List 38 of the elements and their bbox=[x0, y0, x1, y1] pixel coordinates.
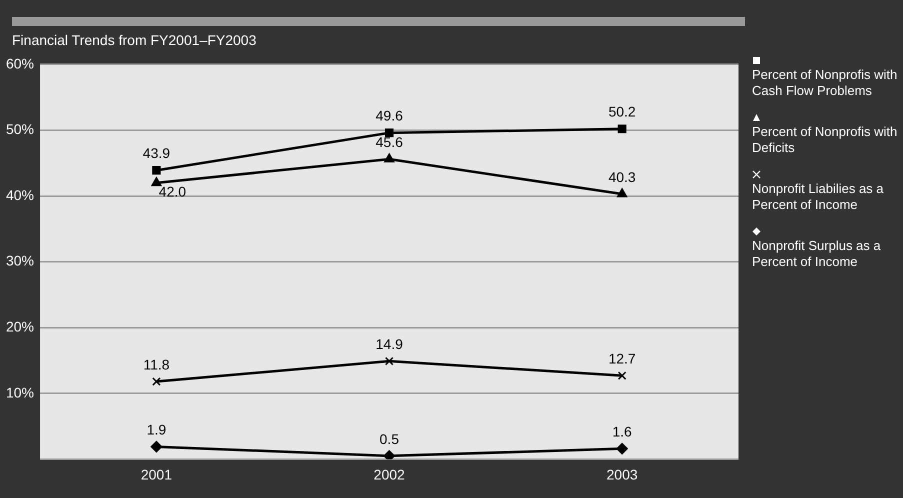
point bbox=[617, 188, 628, 198]
y-tick-label: 60% bbox=[6, 55, 34, 72]
data-label: 14.9 bbox=[376, 336, 404, 352]
point bbox=[618, 124, 626, 134]
data-label: 11.8 bbox=[143, 356, 170, 372]
point bbox=[616, 442, 628, 454]
data-label: 40.3 bbox=[608, 168, 636, 185]
x-tick-label: 2003 bbox=[606, 466, 638, 482]
data-label: 0.5 bbox=[380, 430, 400, 447]
text: Nonprofit Surplus as a Percent of Income bbox=[752, 238, 882, 270]
point bbox=[384, 450, 396, 460]
text: Nonprofit Liabilies as a Percent of Income bbox=[752, 181, 885, 213]
point bbox=[384, 153, 394, 162]
text: Percent of Nonprofis with Cash Flow Problems bbox=[752, 67, 898, 99]
data-label: 50.2 bbox=[608, 104, 636, 120]
point bbox=[152, 166, 161, 175]
data-label: 45.6 bbox=[376, 134, 404, 150]
point bbox=[152, 377, 161, 386]
data-label: 1.6 bbox=[612, 424, 632, 440]
point bbox=[384, 128, 394, 138]
data-label: 49.6 bbox=[376, 108, 404, 124]
x-tick-label: 2002 bbox=[374, 466, 406, 482]
data-label: 1.9 bbox=[146, 422, 166, 438]
data-label: 42.0 bbox=[158, 184, 186, 200]
y-tick-label: 20% bbox=[6, 318, 34, 334]
y-tick-label: 30% bbox=[6, 252, 34, 269]
chart-title: Financial Trends from FY2001–FY2003 bbox=[12, 32, 256, 48]
point bbox=[618, 371, 626, 380]
y-tick-label: 40% bbox=[6, 186, 34, 203]
point bbox=[150, 440, 162, 452]
point bbox=[151, 177, 162, 186]
text: Percent of Nonprofis with Deficits bbox=[752, 124, 898, 156]
y-tick-label: 10% bbox=[6, 384, 34, 400]
point bbox=[384, 356, 394, 366]
x-tick-label: 2001 bbox=[140, 466, 172, 482]
y-tick-label: 50% bbox=[6, 121, 34, 138]
data-label: 12.7 bbox=[608, 350, 636, 366]
data-label: 43.9 bbox=[142, 145, 170, 162]
